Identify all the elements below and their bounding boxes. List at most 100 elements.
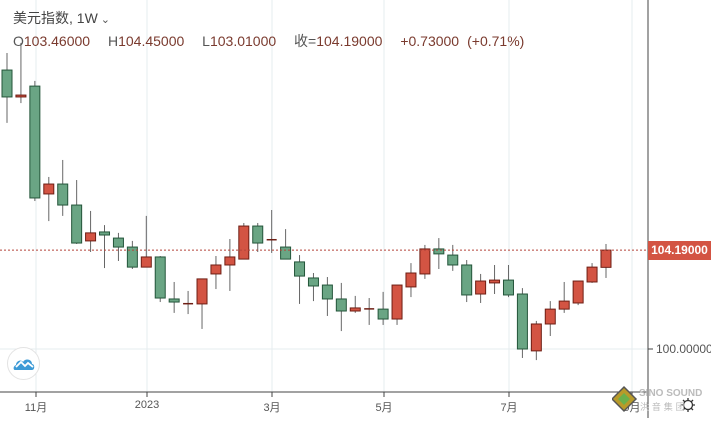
candle [57, 159, 69, 216]
low-value: 103.01000 [209, 33, 277, 49]
candle [224, 239, 236, 291]
candle-body [349, 307, 361, 312]
candle-body [377, 308, 389, 320]
candle [196, 278, 208, 329]
candle [168, 281, 180, 313]
candle [112, 232, 124, 261]
y-tick-label: 100.00000 [656, 342, 711, 356]
candle [349, 295, 361, 313]
candle-body [516, 293, 528, 350]
high-value: 104.45000 [118, 33, 185, 49]
candle [544, 301, 556, 337]
symbol-row[interactable]: 美元指数, 1W ⌄ [13, 8, 532, 31]
close-label: 收= [294, 33, 317, 49]
candle-body [558, 300, 570, 310]
svg-text:洪 音 集 团: 洪 音 集 团 [640, 401, 685, 413]
candle [126, 240, 138, 269]
high-label: H [107, 33, 119, 49]
x-tick-label: 11月 [24, 402, 48, 414]
candle [600, 243, 612, 278]
chevron-down-icon[interactable]: ⌄ [100, 14, 110, 26]
candle-body [252, 225, 264, 244]
low-label: L [202, 33, 210, 49]
x-tick-label: 3月 [263, 402, 281, 414]
candle-body [600, 249, 612, 268]
candle [29, 80, 41, 202]
candle-body [196, 278, 208, 305]
x-tick-label: 2023 [134, 399, 160, 411]
candle [321, 277, 333, 316]
ohlc-row: O103.46000 H104.45000 L103.01000 收=104.1… [13, 31, 532, 54]
legend: 美元指数, 1W ⌄ O103.46000 H104.45000 L103.010… [13, 8, 532, 54]
candle-body [15, 94, 27, 98]
candle [238, 222, 250, 260]
candle-body [29, 85, 41, 199]
candles [1, 42, 612, 361]
candle [154, 256, 166, 303]
change-percent: (+0.71%) [467, 33, 525, 49]
candle [294, 255, 306, 304]
symbol-title[interactable]: 美元指数, 1W [13, 10, 98, 26]
candle [558, 281, 570, 313]
candle-body [154, 256, 166, 299]
candle-body [294, 261, 306, 277]
x-tick-label: 7月 [500, 402, 518, 414]
candle [71, 180, 83, 244]
candle-body [461, 264, 473, 296]
candle-body [335, 298, 347, 312]
candle [210, 256, 222, 290]
candle-body [1, 69, 13, 98]
candle [461, 260, 473, 303]
candle [85, 210, 97, 253]
candle [364, 298, 375, 325]
candle [335, 282, 347, 332]
x-tick-label: 5月 [375, 402, 393, 414]
open-value: 103.46000 [23, 33, 91, 49]
candle-body [126, 246, 138, 268]
candle-body [85, 232, 97, 242]
candle-body [572, 280, 584, 304]
candle-body [238, 225, 250, 260]
candle [405, 263, 417, 298]
current-price-tag: 104.19000 [648, 241, 711, 260]
candle-body [447, 254, 459, 266]
candle [1, 53, 13, 123]
cloud-chart-icon [13, 359, 34, 370]
candle-body [419, 248, 431, 275]
candle [15, 42, 27, 104]
close-value: 104.19000 [316, 33, 383, 49]
candle [377, 291, 389, 325]
candle-body [321, 284, 333, 300]
candle-body [71, 204, 83, 244]
candle [489, 264, 501, 295]
candle-body [280, 246, 292, 260]
candle-body [168, 298, 180, 303]
candle [516, 288, 528, 358]
candle [280, 229, 292, 260]
candle-body [489, 279, 501, 284]
candle [475, 273, 487, 303]
candle [502, 264, 514, 298]
candle [99, 225, 111, 269]
candle [572, 280, 584, 306]
grid [0, 0, 648, 397]
candle [433, 238, 445, 269]
watermark-logo: SINO SOUND 洪 音 集 团 [610, 383, 711, 418]
candle-body [405, 272, 417, 288]
candle-body [57, 183, 69, 206]
candle-body [224, 256, 236, 266]
candle [307, 273, 319, 302]
candle [530, 320, 542, 361]
candle [252, 222, 264, 253]
candle-body [586, 266, 598, 283]
candle-body [43, 183, 55, 195]
candle [266, 209, 277, 253]
candle-body [433, 248, 445, 255]
candle [183, 290, 194, 315]
candle [140, 215, 152, 268]
cloud-chart-button[interactable] [7, 347, 40, 380]
candle-body [99, 231, 111, 236]
settings-icon[interactable] [680, 397, 696, 413]
candle-body [210, 264, 222, 275]
